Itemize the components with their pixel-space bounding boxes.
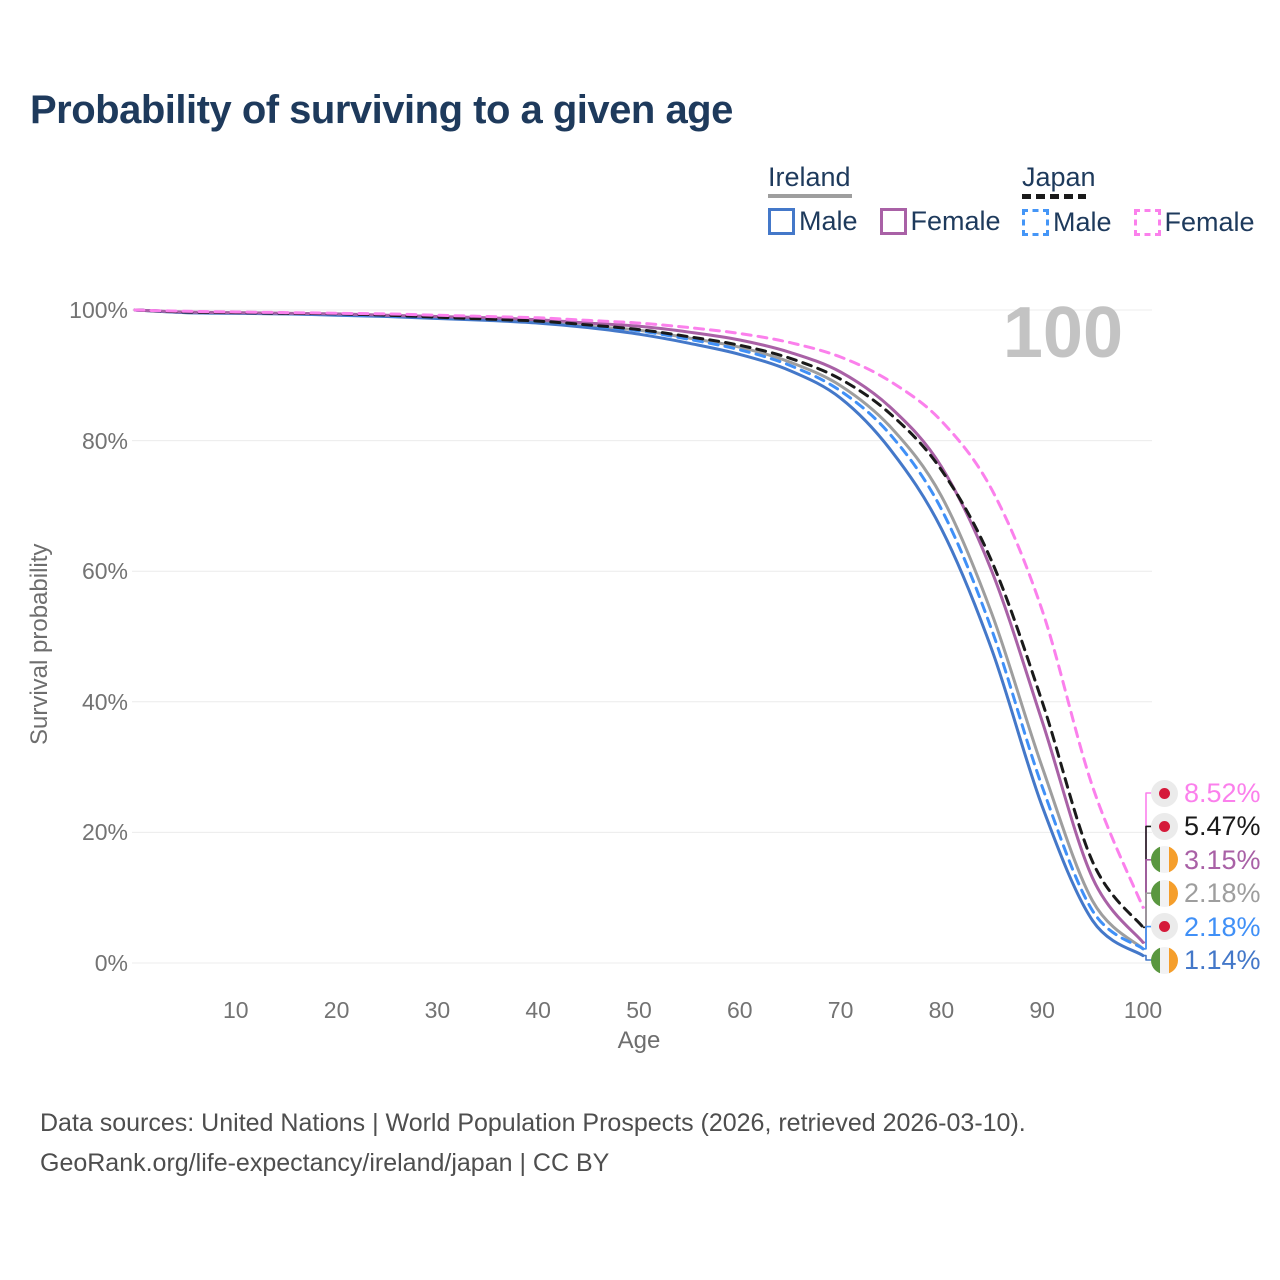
legend-group-ireland: Ireland Male Female (768, 162, 1001, 237)
end-value-label-ireland-male: 1.14% (1184, 945, 1261, 975)
end-value-label-ireland-female: 3.15% (1184, 844, 1261, 875)
footer-data-sources: Data sources: United Nations | World Pop… (40, 1109, 1026, 1137)
ireland-male-swatch-icon (768, 208, 795, 235)
end-label-connector-japan-total (1143, 825, 1157, 929)
x-tick-label-10: 10 (223, 997, 249, 1023)
x-tick-label-30: 30 (424, 997, 451, 1023)
x-tick-label-100: 100 (1123, 997, 1163, 1023)
japan-flag-icon (1151, 812, 1178, 840)
japan-male-swatch-icon (1022, 209, 1049, 236)
series-line-japan-total[interactable] (133, 308, 1145, 929)
y-tick-label-20%: 20% (81, 819, 128, 846)
series-line-ireland-total[interactable] (133, 308, 1145, 951)
japan-flag-sun-icon (1159, 921, 1170, 933)
legend-item-ireland-male[interactable]: Male (768, 206, 858, 237)
legend-item-japan-female[interactable]: Female (1133, 207, 1255, 238)
x-tick-label-60: 60 (727, 997, 753, 1023)
ireland-flag-icon (1151, 879, 1178, 907)
x-tick-label-70: 70 (827, 997, 854, 1023)
legend-item-label: Male (799, 206, 858, 236)
ireland-female-swatch-icon (879, 208, 907, 235)
y-tick-label-100%: 100% (69, 297, 128, 323)
legend-japan-title[interactable]: Japan (1022, 162, 1096, 192)
x-tick-label-90: 90 (1029, 997, 1055, 1023)
x-tick-label-50: 50 (626, 997, 652, 1023)
ireland-flag-icon (1151, 846, 1178, 874)
legend-item-japan-male[interactable]: Male (1022, 207, 1112, 238)
page-title: Probability of surviving to a given age (30, 88, 733, 132)
japan-flag-sun-icon (1159, 787, 1170, 799)
legend-item-label: Male (1053, 207, 1112, 237)
end-value-label-japan-total: 5.47% (1184, 811, 1261, 842)
legend-ireland-title[interactable]: Ireland (768, 162, 851, 192)
legend-item-label: Female (1164, 207, 1255, 237)
legend-group-japan: Japan Male Female (1022, 162, 1255, 238)
legend-item-ireland-female[interactable]: Female (879, 206, 1001, 237)
series-line-japan-female[interactable] (133, 308, 1145, 909)
x-tick-label-20: 20 (323, 997, 350, 1023)
age-hover-watermark: 100 (1002, 293, 1123, 373)
y-tick-label-80%: 80% (81, 427, 128, 454)
japan-female-swatch-icon (1133, 209, 1161, 236)
y-tick-label-40%: 40% (81, 688, 128, 715)
footer-attribution[interactable]: GeoRank.org/life-expectancy/ireland/japa… (40, 1149, 610, 1177)
legend-japan-items: Male Female (1022, 207, 1255, 238)
ireland-flag-icon (1151, 946, 1178, 974)
legend-ireland-solid-line-icon (768, 194, 852, 198)
japan-flag-icon (1151, 779, 1178, 807)
y-tick-label-60%: 60% (81, 558, 128, 585)
legend-item-label: Female (910, 206, 1001, 236)
x-axis-title: Age (617, 1027, 661, 1054)
series-line-japan-male[interactable] (133, 308, 1145, 951)
x-tick-label-40: 40 (525, 997, 551, 1023)
x-tick-label-80: 80 (928, 997, 955, 1023)
japan-flag-sun-icon (1159, 820, 1170, 832)
y-tick-label-0%: 0% (94, 950, 128, 976)
end-value-label-ireland-total: 2.18% (1184, 878, 1261, 909)
japan-flag-icon (1151, 913, 1178, 941)
end-value-label-japan-male: 2.18% (1184, 911, 1261, 942)
end-value-label-japan-female: 8.52% (1184, 778, 1261, 808)
legend-ireland-items: Male Female (768, 206, 1001, 237)
legend-japan-dashed-line-icon (1022, 194, 1086, 199)
